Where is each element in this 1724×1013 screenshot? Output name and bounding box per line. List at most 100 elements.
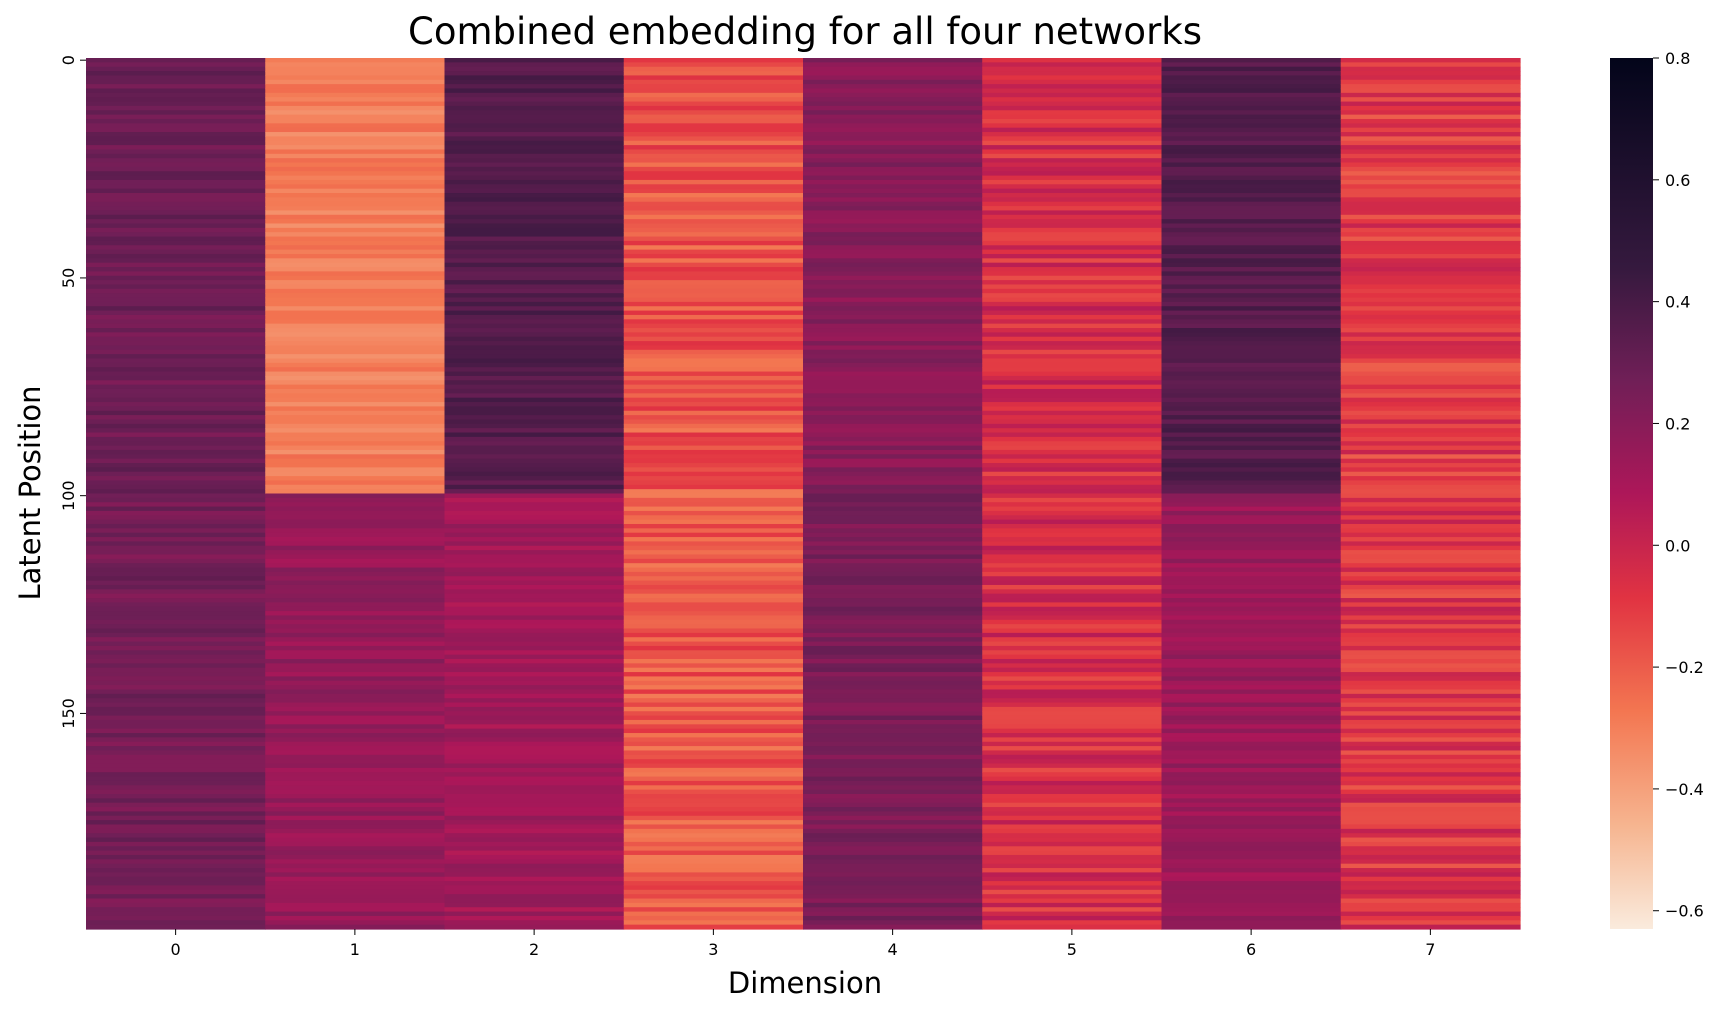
heatmap-cell: [803, 415, 983, 421]
heatmap-cell: [265, 676, 446, 682]
heatmap-cell: [86, 702, 266, 708]
colorbar-tick-label: −0.2: [1665, 658, 1704, 677]
heatmap-cell: [803, 88, 983, 94]
heatmap-cell: [265, 872, 446, 878]
heatmap-cell: [1161, 719, 1342, 725]
heatmap-cell: [803, 249, 983, 255]
heatmap-cell: [1161, 833, 1342, 839]
heatmap-cell: [1340, 314, 1521, 320]
heatmap-cell: [444, 497, 625, 503]
heatmap-cell: [444, 449, 625, 455]
heatmap-cell: [803, 84, 983, 90]
heatmap-cell: [803, 889, 983, 895]
heatmap-cell: [444, 214, 625, 220]
heatmap-cell: [1340, 375, 1521, 381]
heatmap-cell: [86, 593, 266, 599]
heatmap-cell: [623, 885, 804, 891]
heatmap-cell: [803, 358, 983, 364]
heatmap-cell: [1340, 158, 1521, 164]
heatmap-cell: [1161, 650, 1342, 656]
heatmap-cell: [86, 624, 266, 630]
heatmap-cell: [1340, 284, 1521, 290]
heatmap-cell: [982, 179, 1163, 185]
heatmap-cell: [1340, 772, 1521, 778]
heatmap-cell: [1340, 624, 1521, 630]
heatmap-cell: [623, 105, 804, 111]
heatmap-cell: [803, 223, 983, 229]
heatmap-cell: [444, 763, 625, 769]
heatmap-cell: [623, 275, 804, 281]
heatmap-cell: [265, 754, 446, 760]
heatmap-cell: [803, 406, 983, 412]
heatmap-cell: [86, 741, 266, 747]
heatmap-cell: [623, 702, 804, 708]
heatmap-cell: [265, 158, 446, 164]
heatmap-cell: [1340, 828, 1521, 834]
heatmap-cell: [265, 863, 446, 869]
heatmap-cell: [1340, 685, 1521, 691]
heatmap-cell: [1161, 262, 1342, 268]
heatmap-cell: [86, 645, 266, 651]
heatmap-cell: [265, 214, 446, 220]
heatmap-cell: [1340, 820, 1521, 826]
heatmap-cell: [623, 428, 804, 434]
heatmap-cell: [1161, 92, 1342, 98]
heatmap-cell: [1340, 837, 1521, 843]
heatmap-cell: [86, 641, 266, 647]
heatmap-cell: [1340, 532, 1521, 538]
heatmap-cell: [1340, 458, 1521, 464]
heatmap-cell: [444, 532, 625, 538]
heatmap-cell: [803, 593, 983, 599]
heatmap-cell: [982, 489, 1163, 495]
heatmap-cell: [265, 915, 446, 921]
heatmap-cell: [982, 62, 1163, 68]
heatmap-cell: [803, 885, 983, 891]
heatmap-cell: [803, 497, 983, 503]
heatmap-cell: [444, 123, 625, 129]
heatmap-cell: [1161, 759, 1342, 765]
heatmap-cell: [1161, 667, 1342, 673]
heatmap-cell: [803, 859, 983, 865]
heatmap-cell: [265, 924, 446, 930]
heatmap-cell: [623, 820, 804, 826]
heatmap-cell: [1161, 105, 1342, 111]
heatmap-cell: [1340, 84, 1521, 90]
heatmap-cell: [1161, 380, 1342, 386]
heatmap-cell: [1161, 807, 1342, 813]
heatmap-cell: [803, 206, 983, 212]
heatmap-cell: [803, 820, 983, 826]
heatmap-cell: [1340, 728, 1521, 734]
heatmap-cell: [86, 519, 266, 525]
heatmap-cell: [444, 280, 625, 286]
heatmap-cell: [982, 253, 1163, 259]
heatmap-cell: [982, 397, 1163, 403]
heatmap-cell: [623, 863, 804, 869]
heatmap-cell: [803, 166, 983, 172]
heatmap-cell: [803, 785, 983, 791]
heatmap-cell: [86, 301, 266, 307]
heatmap-cell: [623, 140, 804, 146]
heatmap-cell: [803, 179, 983, 185]
heatmap-cell: [803, 118, 983, 124]
heatmap-cell: [803, 537, 983, 543]
heatmap-cell: [803, 345, 983, 351]
heatmap-cell: [1161, 393, 1342, 399]
heatmap-cell: [86, 393, 266, 399]
heatmap-cell: [444, 619, 625, 625]
heatmap-cell: [265, 693, 446, 699]
heatmap-cell: [982, 118, 1163, 124]
heatmap-cell: [1161, 571, 1342, 577]
heatmap-cell: [1340, 223, 1521, 229]
heatmap-cell: [803, 271, 983, 277]
heatmap-cell: [803, 489, 983, 495]
heatmap-cell: [1340, 711, 1521, 717]
heatmap-cell: [803, 236, 983, 242]
heatmap-cell: [444, 476, 625, 482]
heatmap-cell: [86, 807, 266, 813]
heatmap-cell: [265, 127, 446, 133]
heatmap-cell: [1161, 449, 1342, 455]
heatmap-cell: [444, 611, 625, 617]
heatmap-cell: [1161, 493, 1342, 499]
heatmap-cell: [623, 685, 804, 691]
